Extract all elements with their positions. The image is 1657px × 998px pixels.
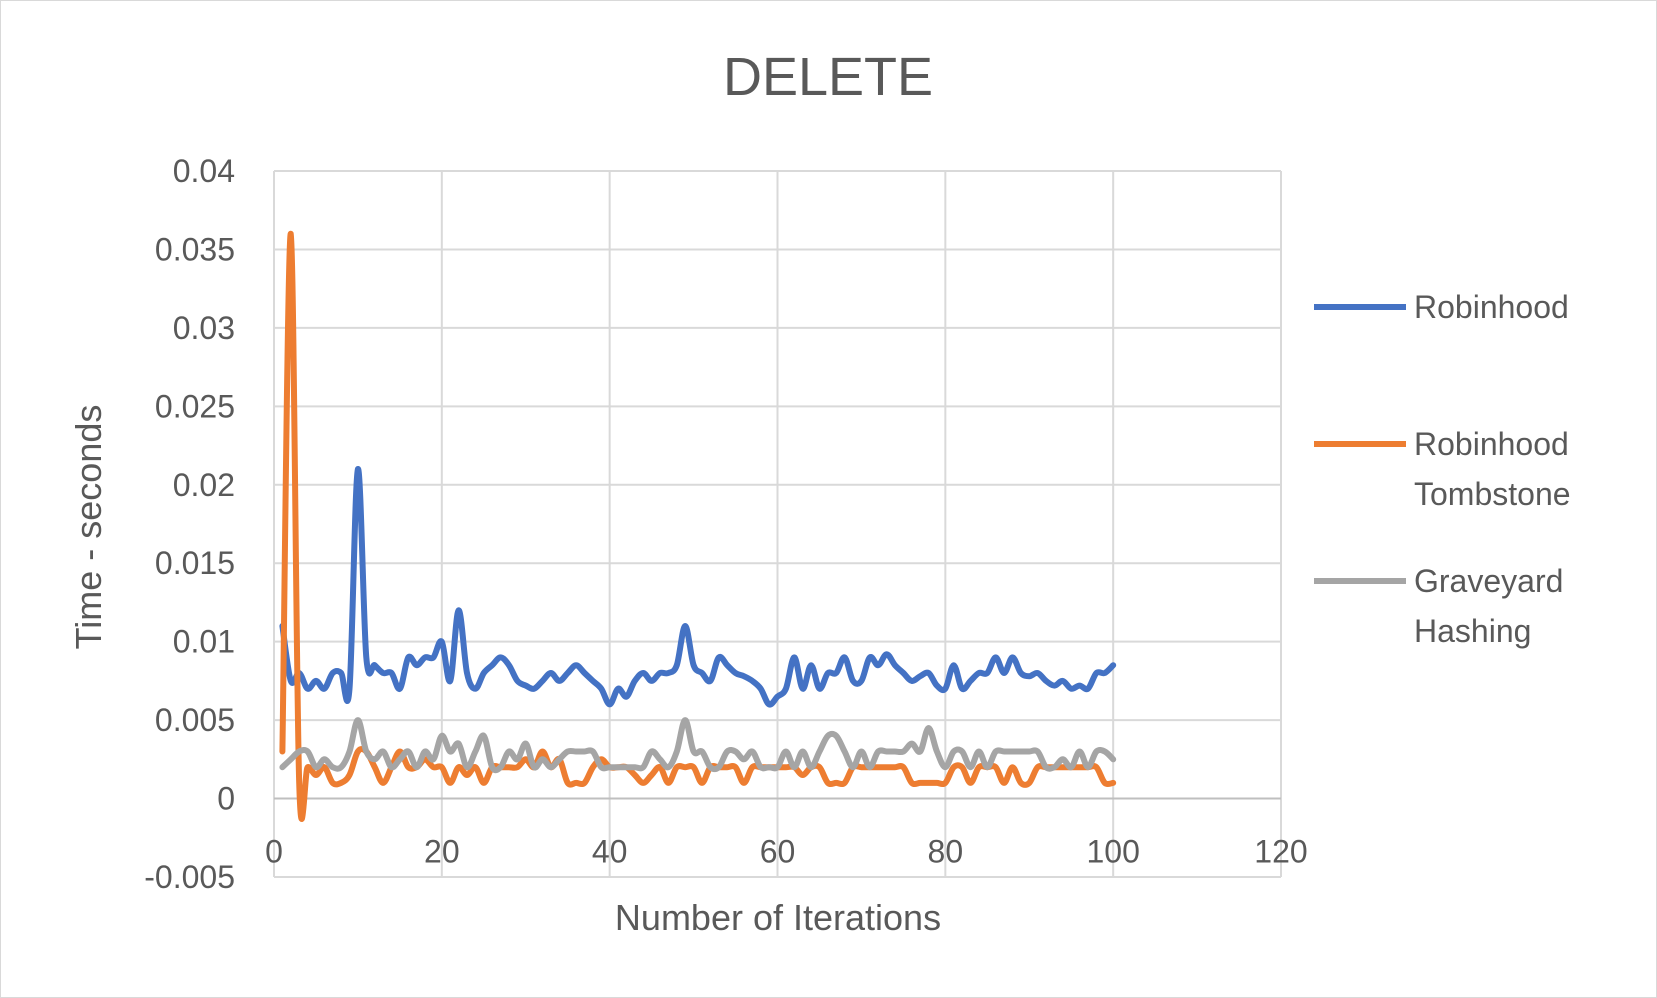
y-tick-label: 0.03: [173, 310, 235, 346]
legend-item-robinhood-tombstone: Robinhood Tombstone: [1314, 426, 1571, 512]
legend-label-graveyard-hashing: Graveyard Hashing: [1414, 563, 1563, 649]
y-tick-label: 0.01: [173, 624, 235, 660]
x-tick-label: 80: [928, 834, 964, 870]
series-line-graveyard-hashing: [279, 717, 1117, 774]
series-line-robinhood-tombstone: [279, 230, 1117, 822]
legend-label-line: Graveyard: [1414, 563, 1563, 599]
x-axis-ticks: 0 20 40 60 80 100 120: [265, 834, 1308, 870]
legend-item-robinhood: Robinhood: [1314, 289, 1569, 325]
x-axis-label: Number of Iterations: [615, 897, 941, 938]
y-tick-label: 0: [217, 781, 235, 817]
legend: Robinhood Robinhood Tombstone Graveyard Ha…: [1314, 289, 1571, 649]
legend-label-line: Hashing: [1414, 613, 1531, 649]
y-tick-label: 0.015: [155, 545, 235, 581]
x-tick-label: 120: [1254, 834, 1307, 870]
chart-title: DELETE: [723, 47, 933, 107]
legend-label-robinhood-tombstone: Robinhood Tombstone: [1414, 426, 1571, 512]
legend-label-line: Tombstone: [1414, 476, 1571, 512]
y-tick-label: 0.04: [173, 153, 235, 189]
y-tick-label: 0.025: [155, 388, 235, 424]
series-line-robinhood: [279, 466, 1117, 708]
y-tick-label: 0.005: [155, 702, 235, 738]
y-axis-ticks: -0.005 0 0.005 0.01 0.015 0.02 0.025 0.03 0.035 0…: [144, 153, 235, 895]
gridlines: [273, 170, 1282, 878]
series-lines: [279, 230, 1117, 822]
x-tick-label: 40: [592, 834, 628, 870]
y-tick-label: 0.035: [155, 231, 235, 267]
x-tick-label: 100: [1086, 834, 1139, 870]
y-axis-label: Time - seconds: [68, 405, 109, 650]
x-tick-label: 60: [760, 834, 796, 870]
y-tick-label: 0.02: [173, 467, 235, 503]
legend-label-line: Robinhood: [1414, 426, 1569, 462]
legend-label-robinhood: Robinhood: [1414, 289, 1569, 325]
legend-item-graveyard-hashing: Graveyard Hashing: [1314, 563, 1563, 649]
y-tick-label: -0.005: [144, 859, 235, 895]
x-tick-label: 20: [424, 834, 460, 870]
x-tick-label: 0: [265, 834, 283, 870]
